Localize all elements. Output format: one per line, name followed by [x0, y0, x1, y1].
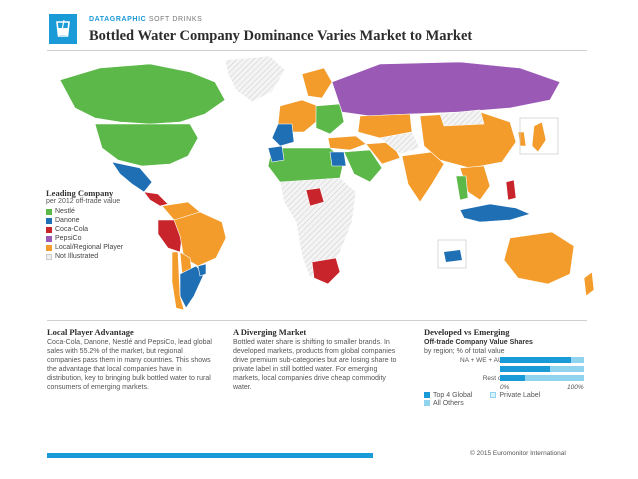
map-region-eastern-europe: [315, 103, 345, 135]
legend-label-nestle: Nestlé: [55, 208, 75, 215]
legend-swatch-coca-cola: [46, 226, 52, 233]
kicker-topic: SOFT DRINKS: [148, 16, 203, 23]
bar-legend-row-2: All Others: [424, 399, 584, 407]
legend-item-coca-cola: Coca-Cola: [46, 225, 176, 234]
bar-developed: [500, 357, 584, 363]
map-region-canada: [59, 63, 226, 125]
map-region-australia: [503, 231, 575, 285]
map-region-usa: [94, 123, 199, 167]
share-bars: NA + WE + AUS + JP Global Rest of World: [424, 356, 584, 383]
map-region-russia: [331, 61, 561, 117]
legend-swatch-local: [46, 244, 52, 251]
bar-row-rest: Rest of World: [424, 374, 584, 383]
legend-swatch-pepsico: [46, 235, 52, 242]
map-region-korea: [517, 131, 527, 147]
map-region-france-spain: [271, 123, 295, 147]
legend-title: Leading Company: [46, 188, 114, 198]
legend-label-not-illustrated: Not Illustrated: [55, 253, 99, 260]
map-region-morocco: [267, 145, 285, 163]
map-region-central-asia: [379, 131, 421, 155]
legend-label-local: Local/Regional Player: [55, 244, 124, 251]
map-region-india: [401, 151, 445, 203]
swatch-top4: [424, 392, 430, 398]
legend-swatch-danone: [46, 217, 52, 224]
map-region-egypt: [329, 151, 347, 167]
legend-item-nestle: Nestlé: [46, 207, 176, 216]
map-region-south-africa: [311, 257, 341, 285]
legend-label-coca-cola: Coca-Cola: [55, 226, 89, 233]
kicker: DATAGRAPHIC SOFT DRINKS: [89, 16, 202, 23]
legend-item-danone: Danone: [46, 216, 176, 225]
legend-subtitle: per 2012 off-trade value: [46, 198, 121, 205]
legend-item-pepsico: PepsiCo: [46, 234, 176, 243]
local-player-body: Coca-Cola, Danone, Nestlé and PepsiCo, l…: [47, 339, 212, 391]
legend-others: All Others: [433, 399, 464, 407]
map-inset-singapore-shape: [444, 250, 462, 262]
map-inset-japan: [519, 117, 559, 155]
map-region-uruguay: [197, 263, 207, 277]
map-legend: Leading Company per 2012 off-trade value…: [46, 188, 176, 261]
map-region-central-america: [143, 191, 169, 207]
map-region-thailand: [455, 175, 469, 201]
developed-emerging-heading: Developed vs Emerging: [424, 327, 510, 337]
water-glass-logo: [49, 14, 77, 44]
bar-global: [500, 366, 584, 372]
legend-top4: Top 4 Global: [433, 391, 473, 399]
map-region-nigeria: [305, 187, 325, 207]
kicker-brand: DATAGRAPHIC: [89, 16, 147, 23]
legend-swatch-nestle: [46, 208, 52, 215]
bar-row-developed: NA + WE + AUS + JP: [424, 356, 584, 365]
shares-subheading: Off-trade Company Value Shares: [424, 339, 533, 346]
legend-item-not-illustrated: Not Illustrated: [46, 252, 176, 261]
map-region-scandinavia: [301, 67, 333, 99]
bar-legend-row-1: Top 4 Global Private Label: [424, 391, 584, 399]
footer-accent-bar: [47, 453, 373, 458]
swatch-others: [424, 400, 430, 406]
shares-note: by region; % of total value: [424, 348, 505, 355]
map-region-greenland: [224, 55, 286, 103]
map-region-saudi: [343, 149, 383, 183]
bar-label-developed: NA + WE + AUS + JP: [460, 357, 522, 364]
map-region-new-zealand: [583, 271, 595, 297]
world-map: [59, 55, 595, 311]
diverging-market-section: A Diverging Market Bottled water share i…: [233, 328, 403, 392]
bar-rest: [500, 375, 584, 381]
map-region-turkey: [327, 135, 367, 151]
map-region-philippines: [505, 179, 517, 201]
map-region-brazil: [173, 211, 227, 267]
diverging-market-body: Bottled water share is shifting to small…: [233, 339, 397, 391]
diverging-market-heading: A Diverging Market: [233, 327, 307, 337]
legend-label-pepsico: PepsiCo: [55, 235, 82, 242]
legend-label-danone: Danone: [55, 217, 80, 224]
bar-fill-global: [500, 366, 551, 372]
local-player-heading: Local Player Advantage: [47, 327, 134, 337]
developed-emerging-section: Developed vs Emerging Off-trade Company …: [424, 328, 584, 407]
local-player-section: Local Player Advantage Coca-Cola, Danone…: [47, 328, 215, 392]
axis-max-label: 100%: [567, 384, 584, 391]
bar-row-global: Global: [424, 365, 584, 374]
copyright: © 2015 Euromonitor International: [470, 450, 566, 457]
map-inset-singapore: [437, 239, 467, 269]
map-region-mongolia: [439, 109, 485, 127]
mid-divider: [47, 320, 587, 321]
header: DATAGRAPHIC SOFT DRINKS Bottled Water Co…: [49, 14, 589, 46]
legend-swatch-not-illustrated: [46, 253, 52, 260]
map-region-indonesia: [459, 203, 531, 223]
page-title: Bottled Water Company Dominance Varies M…: [89, 28, 473, 44]
legend-private: Private Label: [499, 391, 541, 399]
swatch-private: [490, 392, 497, 398]
map-region-japan: [531, 121, 547, 153]
legend-item-local: Local/Regional Player: [46, 243, 176, 252]
top-divider: [47, 50, 587, 51]
bar-fill-developed: [500, 357, 572, 363]
map-region-chile: [171, 251, 185, 311]
axis-min-label: 0%: [500, 384, 510, 391]
bar-axis: 0% 100%: [424, 383, 584, 391]
bar-fill-rest: [500, 375, 526, 381]
